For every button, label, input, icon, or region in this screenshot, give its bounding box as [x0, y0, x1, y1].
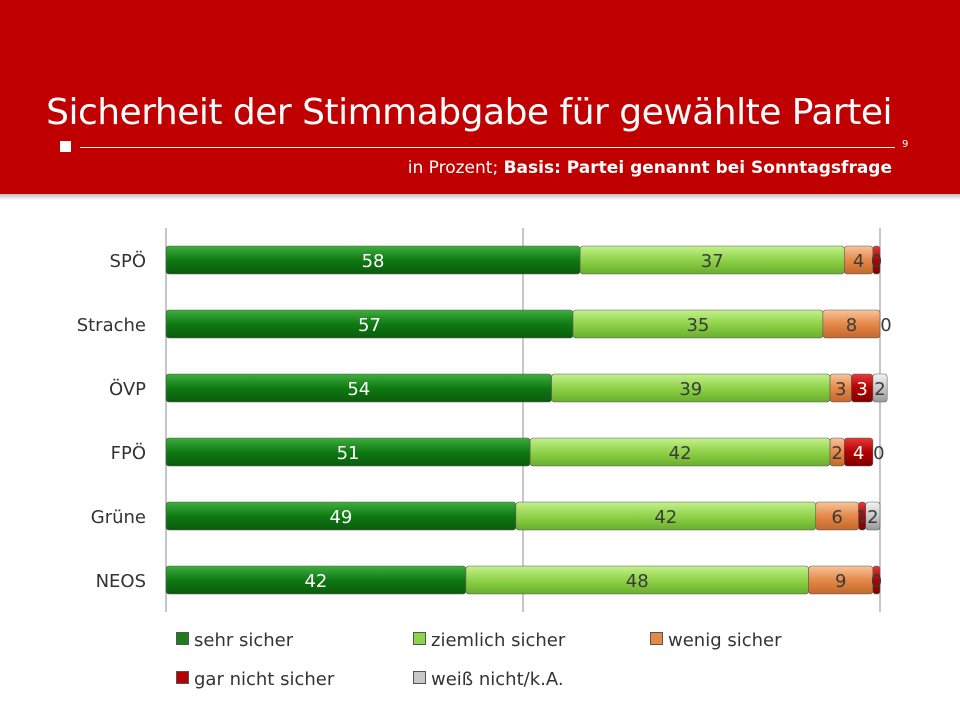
- legend-swatch: [413, 632, 426, 645]
- bar-segment: [872, 373, 888, 403]
- legend-item: wenig sicher: [650, 630, 782, 651]
- category-label: SPÖ: [110, 250, 146, 272]
- data-label: 9: [835, 571, 846, 592]
- data-label: 42: [654, 507, 677, 528]
- legend-label: ziemlich sicher: [431, 630, 566, 651]
- bar-row: 49 42 6 1 2: [165, 501, 881, 531]
- page-title: Sicherheit der Stimmabgabe für gewählte …: [46, 92, 892, 133]
- bar-row: 58 37 4 0: [165, 245, 882, 275]
- bar-row: 51 42 2 4 0: [165, 437, 885, 467]
- data-label: 6: [831, 507, 842, 528]
- legend-label: gar nicht sicher: [194, 669, 335, 690]
- data-label: 0: [873, 443, 884, 464]
- bar-segment: [843, 437, 874, 467]
- data-label: 8: [846, 315, 857, 336]
- data-label: 42: [304, 571, 327, 592]
- data-label: 0: [880, 315, 891, 336]
- data-label: 58: [362, 251, 385, 272]
- legend-label: sehr sicher: [194, 630, 294, 651]
- header-banner: [0, 0, 960, 194]
- category-label: ÖVP: [109, 378, 146, 400]
- data-label: 2: [831, 443, 842, 464]
- data-label: 3: [856, 379, 867, 400]
- subtitle-prefix: in Prozent;: [407, 158, 504, 178]
- legend-item: ziemlich sicher: [413, 630, 565, 651]
- data-label: 37: [701, 251, 724, 272]
- data-label: 4: [853, 251, 864, 272]
- data-label: 2: [867, 507, 878, 528]
- data-label: 4: [853, 443, 864, 464]
- data-label: 39: [679, 379, 702, 400]
- legend-swatch: [176, 671, 189, 684]
- data-label: 0: [871, 251, 882, 272]
- data-label: 1: [856, 507, 867, 528]
- legend-item: weiß nicht/k.A.: [413, 669, 564, 690]
- bar-row: 57 35 8 0: [165, 309, 892, 339]
- legend-swatch: [413, 671, 426, 684]
- bar-segment: [872, 565, 881, 595]
- bar-segment: [865, 501, 881, 531]
- bullet-square-icon: [60, 141, 71, 152]
- data-label: 57: [358, 315, 381, 336]
- data-label: 42: [669, 443, 692, 464]
- data-label: 35: [686, 315, 709, 336]
- header-shadow: [0, 194, 960, 200]
- subtitle-basis: Basis: Partei genannt bei Sonntagsfrage: [503, 158, 892, 178]
- data-label: 2: [874, 379, 885, 400]
- data-label: 54: [347, 379, 370, 400]
- data-label: 0: [871, 571, 882, 592]
- bar-row: 54 39 3 3 2: [165, 373, 888, 403]
- legend-item: gar nicht sicher: [176, 669, 334, 690]
- category-label: Grüne: [91, 507, 146, 528]
- subtitle: in Prozent; Basis: Partei genannt bei So…: [408, 158, 892, 178]
- legend-item: sehr sicher: [176, 630, 293, 651]
- legend-swatch: [176, 632, 189, 645]
- bar-segment: [872, 245, 881, 275]
- title-divider: [80, 147, 895, 148]
- legend-label: weiß nicht/k.A.: [431, 669, 564, 690]
- category-label: NEOS: [96, 571, 146, 592]
- bar-row: 42 48 9 0: [165, 565, 882, 595]
- category-label: Strache: [77, 315, 146, 336]
- data-label: 3: [835, 379, 846, 400]
- data-label: 48: [626, 571, 649, 592]
- bar-segment: [822, 309, 881, 339]
- legend-swatch: [650, 632, 663, 645]
- legend-label: wenig sicher: [668, 630, 782, 651]
- page-number: 9: [902, 139, 909, 150]
- data-label: 49: [329, 507, 352, 528]
- category-label: FPÖ: [111, 442, 146, 464]
- data-label: 51: [337, 443, 360, 464]
